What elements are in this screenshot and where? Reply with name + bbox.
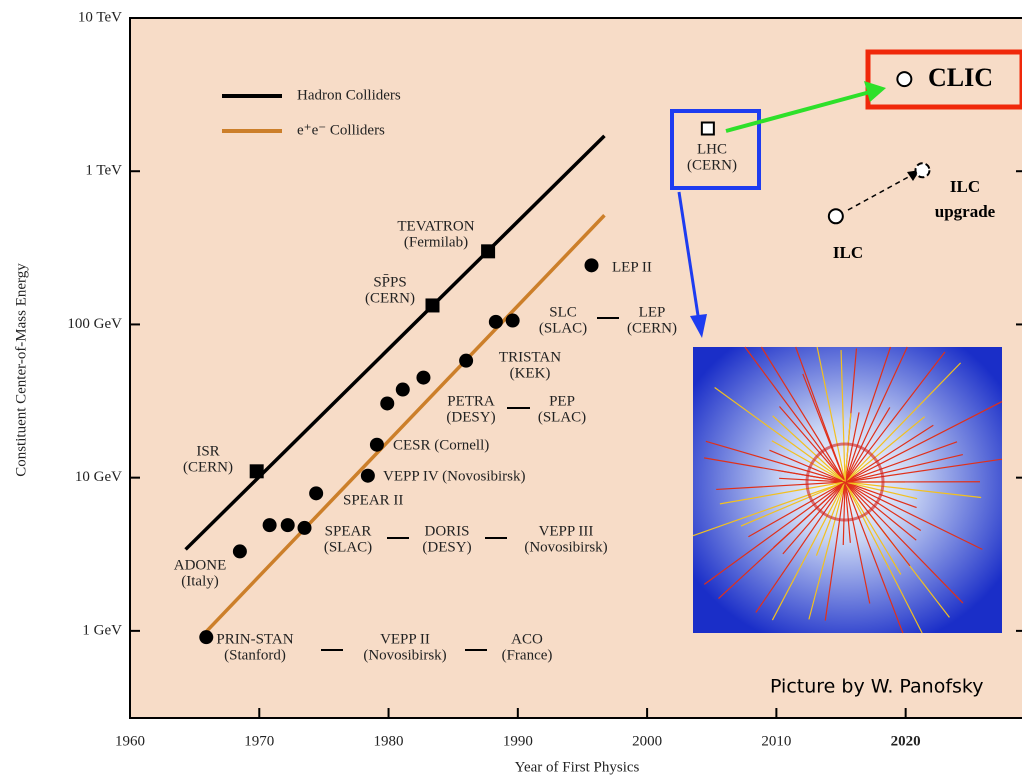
annotation: (Italy)	[181, 573, 218, 589]
x-axis-title: Year of First Physics	[515, 759, 640, 775]
annotation: (KEK)	[510, 365, 551, 381]
x-tick-label: 2000	[632, 733, 662, 749]
annotation: CLIC	[928, 63, 993, 92]
y-tick-label: 10 TeV	[78, 9, 122, 25]
x-tick-label: 1960	[115, 733, 145, 749]
annotation: (Novosibirsk)	[363, 647, 446, 663]
point	[309, 486, 323, 500]
annotation: PEP	[549, 393, 575, 409]
annotation: (Fermilab)	[404, 234, 468, 250]
annotation: (France)	[502, 647, 553, 663]
point	[585, 258, 599, 272]
annotation: (SLAC)	[539, 320, 587, 336]
y-tick-label: 100 GeV	[67, 316, 122, 332]
annotation: PRIN-STAN	[216, 631, 293, 647]
annotation: ILC	[833, 243, 863, 262]
point	[199, 630, 213, 644]
annotation: (CERN)	[365, 290, 415, 306]
y-tick-label: 1 GeV	[82, 622, 122, 638]
point	[361, 469, 375, 483]
x-tick-label: 2010	[761, 733, 791, 749]
point	[506, 314, 520, 328]
event-display	[693, 347, 1002, 633]
annotation: SP̄PS	[373, 274, 406, 290]
annotation: (Stanford)	[224, 647, 286, 663]
annotation: (SLAC)	[538, 409, 586, 425]
annotation: (CERN)	[183, 459, 233, 475]
annotation: VEPP III	[539, 523, 594, 539]
annotation: ISR	[196, 443, 219, 459]
point	[298, 521, 312, 535]
annotation: (DESY)	[446, 409, 495, 425]
point	[396, 383, 410, 397]
x-tick-label: 2020	[891, 733, 921, 749]
y-tick-label: 10 GeV	[75, 469, 122, 485]
annotation: LEP II	[612, 259, 652, 275]
point	[489, 315, 503, 329]
annotation: (CERN)	[627, 320, 677, 336]
point	[459, 354, 473, 368]
point	[250, 464, 264, 478]
annotation: VEPP IV (Novosibirsk)	[383, 468, 526, 484]
annotation: CESR (Cornell)	[393, 437, 489, 453]
x-tick-label: 1980	[374, 733, 404, 749]
annotation: (CERN)	[687, 157, 737, 173]
point	[380, 396, 394, 410]
annotation: ILC	[950, 177, 980, 196]
annotation: DORIS	[424, 523, 469, 539]
planned-point	[829, 209, 843, 223]
planned-point	[702, 123, 714, 135]
annotation: LEP	[639, 304, 666, 320]
y-tick-label: 1 TeV	[85, 163, 122, 179]
legend-label: e⁺e⁻ Colliders	[297, 122, 385, 138]
credit: Picture by W. Panofsky	[770, 676, 983, 698]
point	[416, 371, 430, 385]
annotation: PETRA	[447, 393, 495, 409]
annotation: TRISTAN	[499, 349, 561, 365]
x-tick-label: 1990	[503, 733, 533, 749]
point	[281, 518, 295, 532]
point	[370, 438, 384, 452]
annotation: VEPP II	[380, 631, 430, 647]
annotation: SPEAR	[325, 523, 372, 539]
y-axis-title: Constituent Center-of-Mass Energy	[13, 263, 29, 477]
legend-label: Hadron Colliders	[297, 87, 401, 103]
planned-point	[897, 72, 911, 86]
annotation: upgrade	[935, 202, 996, 221]
annotation: LHC	[697, 141, 727, 157]
annotation: SPEAR II	[343, 492, 403, 508]
annotation: (Novosibirsk)	[524, 539, 607, 555]
point	[263, 518, 277, 532]
annotation: ACO	[511, 631, 543, 647]
annotation: SLC	[549, 304, 577, 320]
annotation: (DESY)	[422, 539, 471, 555]
planned-point	[915, 163, 929, 177]
chart: Constituent Center-of-Mass Energy Year o…	[0, 0, 1022, 780]
annotation: (SLAC)	[324, 539, 372, 555]
point	[233, 544, 247, 558]
point	[481, 244, 495, 258]
annotation: TEVATRON	[397, 218, 474, 234]
x-tick-label: 1970	[244, 733, 274, 749]
annotation: ADONE	[174, 557, 227, 573]
point	[426, 298, 440, 312]
